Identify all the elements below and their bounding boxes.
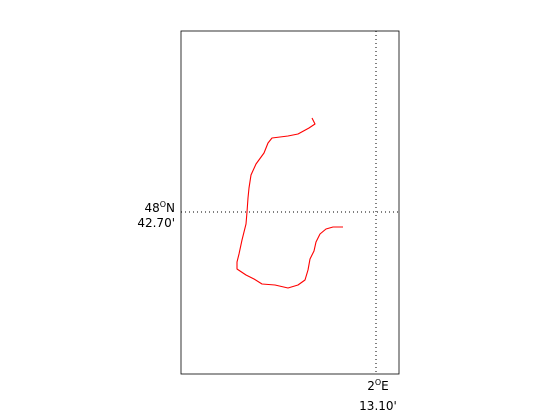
latitude-minute-label: 42.70' <box>137 216 175 230</box>
longitude-minute-label: 13.10' <box>359 399 397 413</box>
longitude-degree-label: 2OE <box>367 378 389 393</box>
map-frame <box>180 30 400 375</box>
drift-track <box>236 117 343 289</box>
latitude-degree-label: 48ON <box>144 200 175 215</box>
